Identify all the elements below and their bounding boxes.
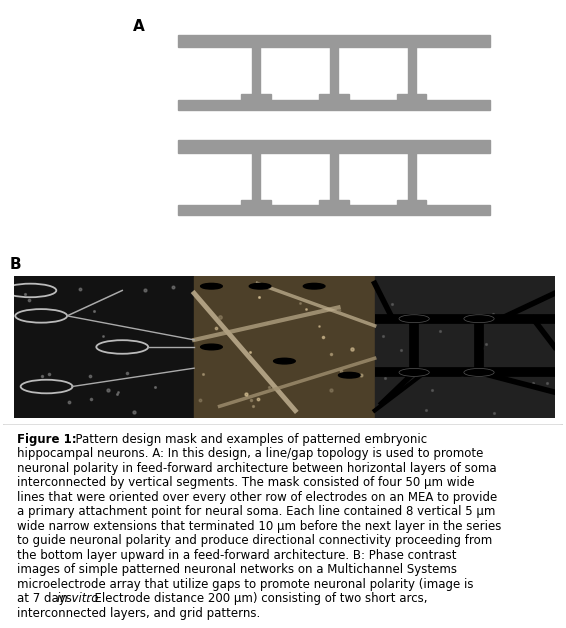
Text: in vitro: in vitro bbox=[57, 592, 98, 605]
Text: at 7 days: at 7 days bbox=[17, 592, 75, 605]
Circle shape bbox=[464, 369, 494, 376]
Bar bbox=[375, 276, 555, 418]
Circle shape bbox=[399, 369, 429, 376]
Bar bbox=[408, 153, 415, 205]
Text: lines that were oriented over every other row of electrodes on an MEA to provide: lines that were oriented over every othe… bbox=[17, 491, 497, 504]
Circle shape bbox=[399, 315, 429, 323]
Text: interconnected layers, and grid patterns.: interconnected layers, and grid patterns… bbox=[17, 607, 260, 620]
Text: . Electrode distance 200 μm) consisting of two short arcs,: . Electrode distance 200 μm) consisting … bbox=[87, 592, 427, 605]
Text: B: B bbox=[10, 257, 22, 272]
Bar bbox=[397, 94, 427, 100]
Bar bbox=[241, 200, 271, 205]
Text: hippocampal neurons. A: In this design, a line/gap topology is used to promote: hippocampal neurons. A: In this design, … bbox=[17, 447, 483, 460]
Text: a primary attachment point for neural soma. Each line contained 8 vertical 5 μm: a primary attachment point for neural so… bbox=[17, 506, 495, 518]
Bar bbox=[319, 94, 349, 100]
Bar bbox=[330, 47, 338, 100]
Circle shape bbox=[249, 283, 271, 289]
Circle shape bbox=[200, 344, 222, 350]
Bar bbox=[397, 200, 427, 205]
Text: to guide neuronal polarity and produce directional connectivity proceeding from: to guide neuronal polarity and produce d… bbox=[17, 534, 492, 547]
FancyBboxPatch shape bbox=[0, 424, 566, 626]
Bar bbox=[319, 200, 349, 205]
Text: images of simple patterned neuronal networks on a Multichannel Systems: images of simple patterned neuronal netw… bbox=[17, 563, 457, 576]
Circle shape bbox=[200, 283, 222, 289]
Text: wide narrow extensions that terminated 10 μm before the next layer in the series: wide narrow extensions that terminated 1… bbox=[17, 520, 501, 533]
Bar bbox=[178, 100, 490, 110]
Bar bbox=[252, 47, 260, 100]
Circle shape bbox=[303, 283, 325, 289]
Text: Figure 1:: Figure 1: bbox=[17, 433, 76, 446]
Bar bbox=[178, 35, 490, 47]
Text: interconnected by vertical segments. The mask consisted of four 50 μm wide: interconnected by vertical segments. The… bbox=[17, 477, 474, 489]
Bar bbox=[178, 140, 490, 153]
Text: microelectrode array that utilize gaps to promote neuronal polarity (image is: microelectrode array that utilize gaps t… bbox=[17, 578, 473, 591]
Bar bbox=[178, 205, 490, 215]
Bar bbox=[408, 47, 415, 100]
Text: neuronal polarity in feed-forward architecture between horizontal layers of soma: neuronal polarity in feed-forward archit… bbox=[17, 462, 496, 475]
Bar bbox=[252, 153, 260, 205]
Circle shape bbox=[273, 358, 295, 364]
Bar bbox=[241, 94, 271, 100]
Circle shape bbox=[338, 372, 360, 378]
Bar bbox=[330, 153, 338, 205]
Text: A: A bbox=[133, 19, 145, 35]
Text: the bottom layer upward in a feed-forward architecture. B: Phase contrast: the bottom layer upward in a feed-forwar… bbox=[17, 549, 456, 561]
Bar bbox=[14, 276, 194, 418]
Text: Pattern design mask and examples of patterned embryonic: Pattern design mask and examples of patt… bbox=[68, 433, 427, 446]
Bar bbox=[194, 276, 375, 418]
Circle shape bbox=[464, 315, 494, 323]
